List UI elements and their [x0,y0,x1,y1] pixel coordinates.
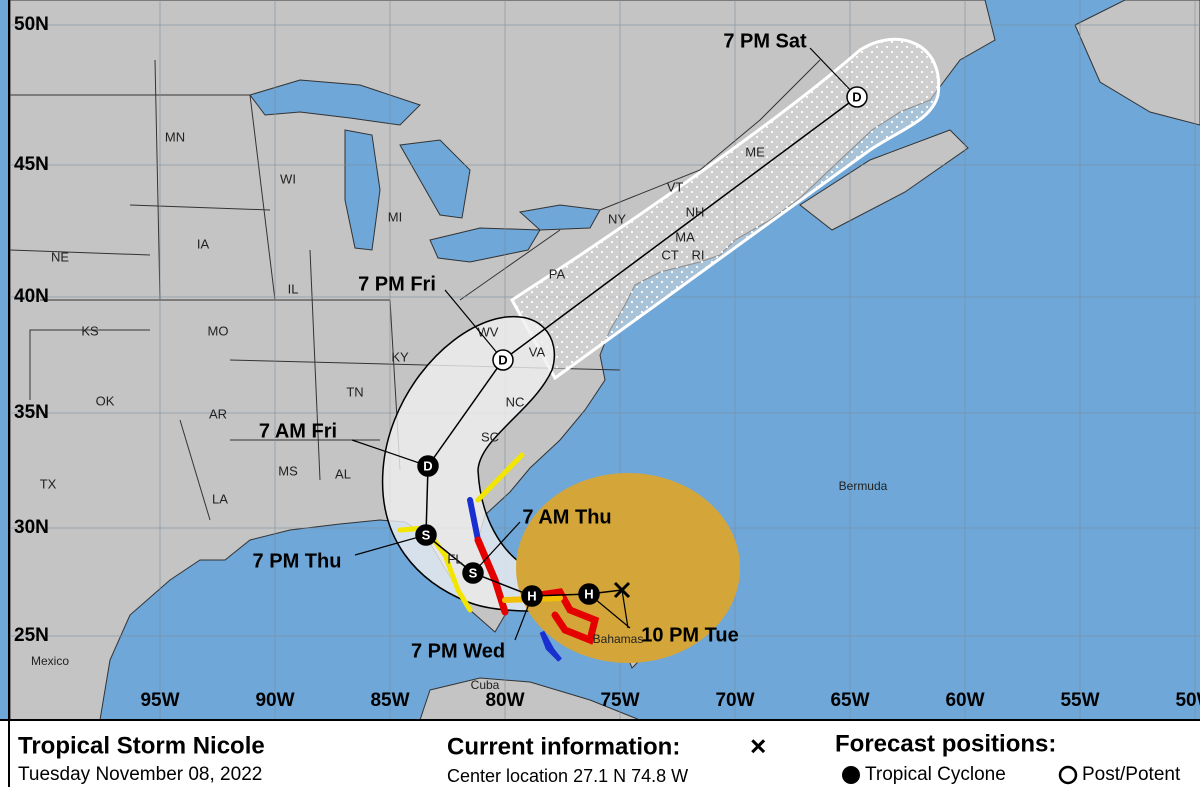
forecast-point [417,455,439,477]
state-label: AL [335,466,351,481]
place-label: Mexico [31,654,69,668]
state-label: KS [81,323,99,338]
lon-label: 80W [485,690,524,711]
formation-area [516,473,740,663]
forecast-letter: D [498,352,507,367]
forecast-label: 7 PM Sat [723,30,807,52]
forecast-label: 10 PM Tue [641,624,738,646]
leader-line [809,47,858,98]
forecast-label: 7 PM Wed [411,640,505,662]
state-label: CT [661,247,678,262]
leader-line [472,521,521,574]
forecast-label: 7 PM Fri [358,273,436,295]
lon-label: 95W [140,690,179,711]
center-location: Center location 27.1 N 74.8 W [447,766,688,786]
forecast-point [846,86,868,108]
state-label: NY [608,211,626,226]
forecast-label: 7 AM Fri [259,420,337,442]
lat-label: 30N [14,517,49,538]
lon-label: 70W [715,690,754,711]
state-label: KY [391,349,409,364]
lon-label: 55W [1060,690,1099,711]
forecast-point [462,562,484,584]
state-label: VA [529,344,546,359]
great-lakes [249,79,601,263]
footer-bg [0,720,1200,787]
forecast-letter: D [423,458,432,473]
state-label: AR [209,406,227,421]
lat-label: 25N [14,625,49,646]
state-label: PA [549,266,566,281]
lon-label: 90W [255,690,294,711]
state-label: TN [346,384,363,399]
leader-line [354,534,427,556]
lat-label: 40N [14,286,49,307]
state-label: MA [675,229,695,244]
forecast-letter: S [469,565,478,580]
current-heading: Current information: [447,733,680,760]
leader-line [621,589,629,629]
state-label: IA [197,236,210,251]
lon-label: 65W [830,690,869,711]
place-label: Bahamas [593,632,644,646]
state-label: FL [447,551,462,566]
lon-label: 85W [370,690,409,711]
state-label: VT [667,179,684,194]
labels: 50N 45N 40N 35N 30N 25N 95W 90W 85W 80W 75W 70W 65W 6… [14,14,1200,711]
state-label: ME [745,144,765,159]
lon-label: 60W [945,690,984,711]
legend-open [1058,765,1078,785]
state-label: IL [288,281,299,296]
state-label: MI [388,209,402,224]
current-symbol: × [750,730,766,761]
forecast-heading: Forecast positions: [835,730,1056,757]
forecast-letter: H [527,588,536,603]
forecast-point [415,524,437,546]
lon-label: 50W [1175,690,1200,711]
forecast-letter: D [852,89,861,104]
state-label: OK [96,393,115,408]
legend-label: Tropical Cyclone [865,764,1006,785]
lat-label: 45N [14,154,49,175]
lat-label: 35N [14,402,49,423]
state-label: RI [692,247,705,262]
date: Tuesday November 08, 2022 [18,764,262,785]
state-label: WI [280,171,296,186]
state-label: NH [686,204,705,219]
leader-line [444,289,504,361]
forecast-label: 7 AM Thu [522,506,611,528]
state-label: NC [506,394,525,409]
place-label: Cuba [471,678,500,692]
lat-label: 50N [14,14,49,35]
state-label: SC [481,429,499,444]
legend-filled [842,766,860,784]
state-label: MN [165,129,185,144]
borders [9,59,821,521]
forecast-point [492,349,514,371]
storm-name: Tropical Storm Nicole [18,732,265,759]
forecast-label: 7 PM Thu [253,550,342,572]
state-label: WV [478,324,499,339]
state-label: MO [208,323,229,338]
legend-label: Post/Potent [1082,764,1181,785]
state-label: MS [278,463,298,478]
day45-stipple [512,39,939,378]
leader-line [351,439,429,467]
state-label: LA [212,491,228,506]
current-position [613,581,631,599]
forecast-point [578,583,600,605]
forecast-letter: S [422,527,431,542]
place-label: Bermuda [839,479,888,493]
lon-label: 75W [600,690,639,711]
forecast-letter: H [584,586,593,601]
state-label: NE [51,249,69,264]
forecast-point [521,585,543,607]
state-label: TX [40,476,57,491]
